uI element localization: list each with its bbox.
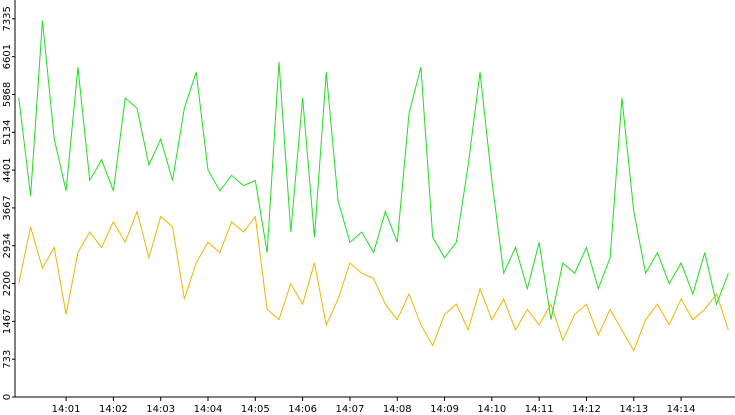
- y-tick-label: 5134: [2, 120, 13, 145]
- y-tick-label: 4401: [2, 157, 13, 182]
- y-tick-label: 1467: [2, 309, 13, 334]
- x-tick-label: 14:11: [525, 404, 554, 415]
- x-tick-label: 14:02: [99, 404, 128, 415]
- x-tick-label: 14:12: [572, 404, 601, 415]
- x-tick-label: 14:06: [288, 404, 317, 415]
- x-tick-label: 14:14: [667, 404, 696, 415]
- x-tick-label: 14:05: [241, 404, 270, 415]
- y-tick-label: 3667: [2, 195, 13, 220]
- y-tick-label: 6601: [2, 44, 13, 69]
- x-tick-label: 14:09: [430, 404, 459, 415]
- y-tick-label: 2934: [2, 233, 13, 258]
- y-tick-label: 733: [2, 350, 13, 369]
- x-tick-label: 14:01: [52, 404, 81, 415]
- y-tick-label: 0: [2, 394, 13, 400]
- y-tick-label: 2200: [2, 271, 13, 296]
- series-line: [18, 209, 729, 352]
- x-tick-label: 14:13: [619, 404, 648, 415]
- series-line: [18, 20, 729, 320]
- x-tick-label: 14:04: [194, 404, 223, 415]
- y-tick-label: 5868: [2, 82, 13, 107]
- x-tick-label: 14:10: [477, 404, 506, 415]
- x-tick-label: 14:07: [336, 404, 365, 415]
- y-tick-label: 7335: [2, 6, 13, 31]
- x-tick-label: 14:08: [383, 404, 412, 415]
- x-tick-label: 14:03: [146, 404, 175, 415]
